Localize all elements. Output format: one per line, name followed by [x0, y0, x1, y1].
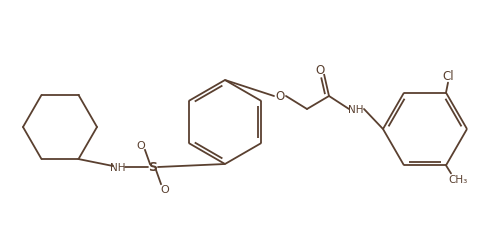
- Text: Cl: Cl: [442, 70, 454, 83]
- Text: O: O: [137, 140, 146, 150]
- Text: O: O: [275, 90, 285, 103]
- Text: NH: NH: [348, 105, 364, 115]
- Text: NH: NH: [110, 162, 126, 172]
- Text: CH₃: CH₃: [448, 175, 467, 185]
- Text: O: O: [161, 184, 170, 194]
- Text: S: S: [148, 161, 157, 174]
- Text: O: O: [316, 63, 325, 76]
